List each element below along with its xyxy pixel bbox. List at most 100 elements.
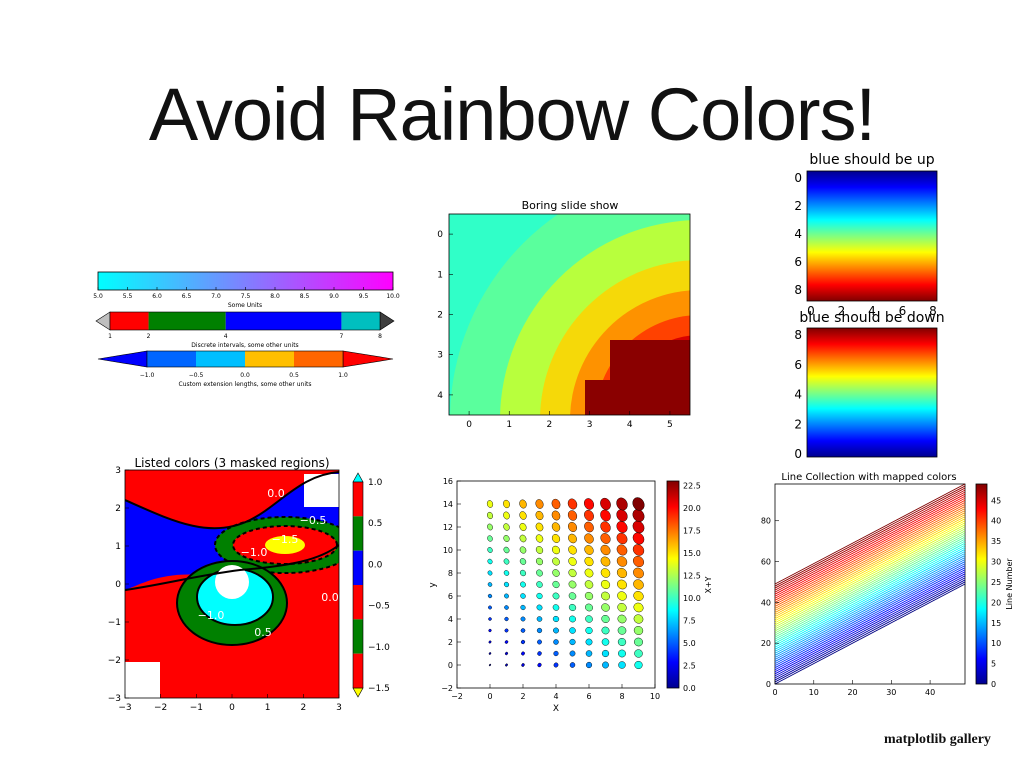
boring-ytick-label: 3	[437, 351, 443, 361]
ellipse-marker	[584, 591, 594, 601]
discrete-colorbar	[95, 311, 395, 331]
ellipse-marker	[503, 523, 510, 531]
ellipses-ytick-label: 14	[443, 500, 453, 509]
ellipse-marker	[519, 511, 527, 520]
blue-down-ytick-label: 0	[794, 447, 802, 461]
listed-cbar-tick-label: 0.0	[368, 560, 383, 570]
mapped-line	[774, 536, 966, 638]
cool-tick-label: 6.0	[152, 293, 162, 300]
ellipse-marker	[632, 497, 645, 511]
ellipse-marker	[519, 569, 527, 577]
ellipse-marker	[633, 591, 644, 601]
listed-cbar-segment	[353, 550, 363, 585]
listed-cbar-segment	[353, 619, 363, 654]
custom-segment	[147, 351, 196, 367]
custom-segment	[294, 351, 343, 367]
ellipse-marker	[584, 568, 594, 578]
ellipse-marker	[487, 535, 493, 542]
ellipse-marker	[504, 593, 509, 599]
ellipse-marker	[633, 614, 644, 624]
cool-tick-label: 8.0	[270, 293, 280, 300]
listed-xtick-label: 0	[229, 703, 235, 713]
listed-contour-label: −1.0	[198, 609, 225, 622]
ellipse-markers	[486, 497, 645, 670]
ellipse-marker	[551, 522, 561, 532]
listed-xtick-label: −3	[118, 703, 131, 713]
mapped-line	[774, 497, 966, 599]
blue-down-heatmap	[806, 327, 938, 458]
linecoll-cbar-tick-label: 25	[991, 578, 1001, 587]
ellipse-marker	[616, 567, 628, 579]
blue-up-xtick-label: 4	[868, 304, 876, 318]
ellipse-marker	[584, 580, 594, 589]
mapped-line	[774, 522, 966, 624]
ellipses-xlabel: X	[553, 704, 559, 714]
ellipse-marker	[617, 614, 627, 624]
linecoll-cbar-tick-label: 35	[991, 537, 1001, 546]
discrete-segment	[341, 312, 380, 330]
mapped-line	[774, 528, 966, 630]
ellipse-marker	[520, 616, 526, 622]
boring-ytick-label: 1	[437, 270, 443, 280]
ellipses-ylabel: y	[428, 582, 438, 588]
ellipse-marker	[503, 570, 510, 576]
ellipse-marker	[553, 627, 559, 634]
ellipses-xtick-label: 10	[650, 692, 660, 701]
mapped-line	[774, 520, 966, 622]
ellipses-cbar-tick-label: 12.5	[683, 572, 701, 581]
mapped-line	[774, 514, 966, 616]
discrete-extend-low	[95, 311, 111, 331]
ellipses-cbar-tick-label: 15.0	[683, 549, 701, 558]
linecoll-ytick-label: 80	[761, 517, 771, 526]
mapped-line	[774, 516, 966, 618]
blue-up-heatmap	[806, 170, 938, 302]
custom-segment	[245, 351, 294, 367]
mapped-line	[774, 561, 966, 662]
listed-cbar-tick-label: 1.0	[368, 478, 383, 488]
linecoll-title: Line Collection with mapped colors	[781, 472, 956, 483]
custom-frame	[146, 350, 344, 368]
linecoll-ytick-label: 40	[761, 598, 771, 607]
ellipse-marker	[569, 627, 576, 634]
ellipse-marker	[567, 510, 578, 521]
ellipse-marker	[519, 523, 527, 531]
listed-axes: −3 −2 −1 0 1 2 3 3 2 1 0 −1 −2 −3	[108, 466, 342, 713]
blue-up-xtick-label: 6	[899, 304, 907, 318]
boring-xtick-label: 5	[667, 420, 673, 430]
listed-cbar-extend-high	[352, 472, 364, 483]
ellipse-marker	[503, 581, 510, 588]
line-collection-panel: Line Collection with mapped colors 0 10 20…	[761, 472, 1014, 697]
ellipse-marker	[616, 544, 628, 556]
listed-colors-panel: Listed colors (3 masked regions) 0.0 −0.5…	[108, 456, 390, 713]
ellipse-marker	[504, 628, 509, 633]
blue-up-xtick-label: 0	[807, 304, 815, 318]
blue-down-ytick-label: 2	[794, 417, 802, 431]
ellipse-marker	[569, 638, 576, 646]
linecoll-xtick-label: 10	[809, 688, 819, 697]
listed-colorbar: 1.0 0.5 0.0 −0.5 −1.0 −1.5	[352, 472, 390, 698]
mapped-line	[774, 485, 966, 587]
ellipse-marker	[488, 617, 492, 621]
ellipse-marker	[552, 569, 560, 577]
slide-title: Avoid Rainbow Colors!	[148, 73, 876, 156]
ellipse-marker	[584, 521, 594, 533]
ellipse-marker	[536, 569, 543, 577]
ellipses-ytick-label: −2	[441, 684, 453, 693]
boring-xtick-label: 3	[587, 420, 593, 430]
mapped-line	[774, 577, 966, 679]
ellipse-marker	[519, 534, 527, 543]
ellipses-xtick-label: 4	[553, 692, 558, 701]
ellipse-marker	[552, 615, 560, 623]
cool-colorbar-ticks: 5.0 5.5 6.0 6.5 7.0 7.5 8.0 8.5 9.0 9.5 10.0	[93, 287, 400, 300]
listed-xtick-label: −1	[190, 703, 203, 713]
ellipse-marker	[584, 556, 594, 567]
colorbars-panel: 5.0 5.5 6.0 6.5 7.0 7.5 8.0 8.5 9.0 9.5 10.0 Some …	[93, 271, 400, 388]
ellipse-marker	[520, 604, 526, 611]
mapped-line	[774, 571, 966, 673]
blue-up-ytick-label: 8	[794, 283, 802, 297]
ellipse-marker	[617, 579, 627, 590]
linecoll-cbar-tick-label: 10	[991, 639, 1001, 648]
ellipse-marker	[503, 546, 510, 554]
ellipse-marker	[600, 497, 611, 511]
